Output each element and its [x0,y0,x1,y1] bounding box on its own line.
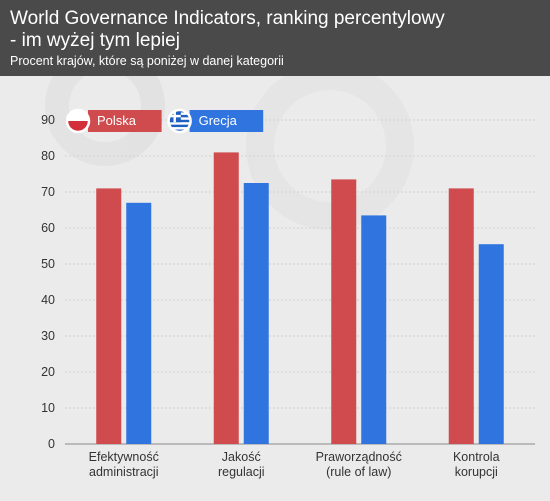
y-tick-label: 60 [41,221,55,235]
chart-title: World Governance Indicators, ranking per… [10,8,540,52]
bar-polska-1 [96,188,122,444]
x-tick-label: Jakość regulacji [218,450,265,479]
bar-polska-2 [213,152,239,444]
bar-grecja-1 [126,202,152,444]
x-tick-label: Praworządność (rule of law) [316,450,402,479]
y-tick-label: 20 [41,365,55,379]
chart-subtitle: Procent krajów, które są poniżej w danej… [10,54,284,68]
watermark-ring [246,76,414,230]
y-tick-label: 30 [41,329,55,343]
legend-swatch [189,110,264,132]
y-tick-label: 50 [41,257,55,271]
chart-title-line-2: - im wyżej tym lepiej [10,30,180,51]
legend-item-grecja: Grecja [167,108,264,134]
poland-flag-icon [65,108,91,134]
y-tick-label: 10 [41,401,55,415]
y-tick-label: 80 [41,149,55,163]
y-tick-label: 40 [41,293,55,307]
y-tick-label: 90 [41,113,55,127]
y-tick-label: 70 [41,185,55,199]
bar-grecja-4 [478,244,504,444]
legend-label: Polska [97,113,137,128]
legend-item-polska: Polska [65,108,162,134]
x-tick-label: Efektywność administracji [89,450,159,479]
bar-grecja-2 [243,183,269,444]
bar-polska-3 [331,179,357,444]
bar-grecja-3 [361,215,387,444]
bar-polska-4 [448,188,474,444]
legend-label: Grecja [199,113,238,128]
legend-swatch [88,110,162,132]
chart-header: World Governance Indicators, ranking per… [0,0,550,76]
background-watermark [45,76,414,230]
greece-flag-icon [167,108,192,134]
x-tick-label: Kontrola korupcji [453,450,500,479]
chart-title-line-1: World Governance Indicators, ranking per… [10,8,445,29]
watermark-ring [45,76,165,166]
y-tick-label: 0 [48,437,55,451]
bar-chart: 0 10 20 30 40 50 60 70 80 90 Efektywność administra… [41,76,535,479]
